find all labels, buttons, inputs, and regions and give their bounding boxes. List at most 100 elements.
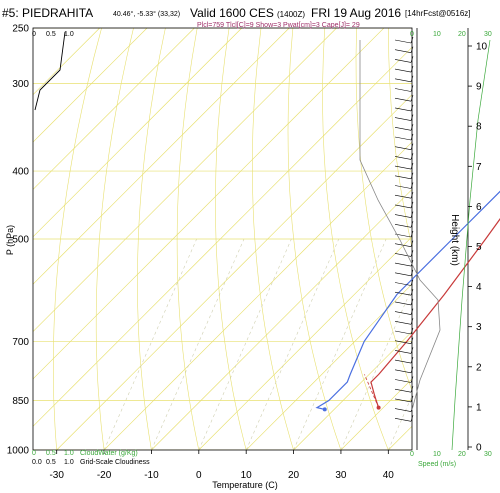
- wind-barb: [394, 379, 412, 383]
- wind-barb-flag: [410, 327, 414, 335]
- wind-barb-flag: [410, 172, 414, 179]
- wind-barb-flag: [410, 66, 414, 73]
- wind-barb-flag: [410, 318, 414, 325]
- height-tick-label: 5: [476, 242, 482, 253]
- wind-barb: [394, 301, 412, 306]
- wind-barb: [394, 156, 412, 160]
- plot-frame: [32, 27, 469, 451]
- wind-barb-flag: [410, 357, 414, 364]
- wind-barb-flag: [410, 260, 414, 267]
- wind-barb-flag: [410, 56, 414, 63]
- p-tick-label: 500: [12, 235, 29, 246]
- wind-barb-flag: [410, 337, 414, 344]
- x-tick-label: -30: [49, 470, 64, 481]
- cloudiness-label: Grid-Scale Cloudiness: [80, 459, 150, 466]
- wind-barb-flag: [410, 415, 414, 422]
- wind-barb-flag: [410, 95, 414, 102]
- temperature-line: [370, 218, 500, 408]
- speed-top-1: 10: [433, 31, 441, 38]
- wind-barb: [394, 146, 412, 150]
- wind-barb-flag: [410, 250, 414, 257]
- height-tick-label: 4: [476, 282, 482, 293]
- height-tick-label: 9: [476, 82, 482, 93]
- height-tick-label: 0: [476, 443, 482, 454]
- dry-adiabat: [388, 28, 412, 249]
- dry-adiabat: [287, 28, 342, 450]
- dry-adiabat: [322, 28, 389, 450]
- mixing-ratio-line: [388, 395, 412, 450]
- mixing-ratio-line: [293, 238, 387, 450]
- wind-barb-flag: [410, 347, 414, 354]
- wind-barb-flag: [410, 230, 414, 238]
- isotherm-line: [245, 283, 412, 450]
- parcel-path: [364, 374, 379, 408]
- p-tick-label: 300: [12, 79, 29, 90]
- x-axis-label: Temperature (C): [212, 480, 278, 490]
- wind-barb-flag: [410, 201, 414, 208]
- wind-barb-flag: [410, 36, 414, 44]
- wind-barb-flag: [410, 289, 414, 296]
- isotherm-line: [33, 28, 148, 143]
- speed-label: Speed (m/s): [418, 461, 456, 468]
- bottom-scale1-2: 1.0: [64, 450, 74, 457]
- wind-barb-flag: [410, 279, 414, 286]
- dewpoint-surface-point: [322, 407, 327, 412]
- wind-barb: [394, 359, 412, 364]
- isotherm-line: [33, 28, 195, 190]
- isotherm-line: [340, 378, 412, 450]
- background-grid: [33, 28, 412, 450]
- height-axis-label: Height (km): [449, 214, 460, 266]
- wind-barb: [394, 68, 412, 73]
- wind-barb: [394, 78, 412, 83]
- wind-barb-flag: [410, 114, 414, 121]
- wind-barb: [394, 97, 412, 102]
- wind-barb-flag: [410, 192, 414, 199]
- wind-barb-flag: [410, 366, 414, 373]
- height-tick-label: 6: [476, 202, 482, 213]
- top-scale-1: 0.5: [46, 31, 56, 38]
- dry-adiabat: [176, 28, 200, 450]
- p-tick-label: 1000: [7, 446, 30, 457]
- y-axis-label: P (hPa): [5, 225, 15, 255]
- x-tick-label: -20: [97, 470, 112, 481]
- p-tick-label: 850: [12, 396, 29, 407]
- speed-bottom-1: 10: [433, 451, 441, 458]
- top-scale-2: 1.0: [64, 31, 74, 38]
- wind-barb: [394, 262, 412, 267]
- wind-barb-flag: [410, 308, 414, 315]
- height-tick-label: 3: [476, 322, 482, 333]
- wind-barb: [394, 49, 412, 53]
- height-tick-label: 1: [476, 402, 482, 413]
- bottom-scale2-0: 0.0: [32, 459, 42, 466]
- speed-bottom-3: 30: [484, 451, 492, 458]
- p-tick-label: 400: [12, 167, 29, 178]
- dry-adiabat: [95, 28, 134, 450]
- mixing-ratio-line: [340, 287, 412, 450]
- wind-barb: [394, 214, 412, 218]
- wind-barb-flag: [410, 75, 414, 82]
- speed-bottom-2: 20: [458, 451, 466, 458]
- wind-barb-flag: [410, 376, 414, 383]
- wind-barb: [394, 282, 412, 286]
- x-tick-label: 10: [241, 470, 253, 481]
- wind-barb: [394, 350, 412, 354]
- tick-layer: -30 -20 -10 0 10 20 30 402503004005007008501000…: [7, 24, 488, 482]
- wind-barb: [394, 418, 412, 422]
- wind-barb-flag: [410, 163, 414, 170]
- wind-barb: [394, 224, 412, 228]
- wind-barb: [394, 272, 412, 277]
- height-tick-label: 7: [476, 162, 482, 173]
- height-tick-label: 10: [476, 42, 488, 53]
- wind-barb: [394, 88, 412, 92]
- dry-adiabat: [215, 28, 247, 450]
- wind-barb: [394, 408, 412, 412]
- wind-barb: [394, 398, 412, 403]
- bottom-scale2-2: 1.0: [64, 459, 74, 466]
- wind-barb: [394, 59, 412, 63]
- dewpoint-line: [315, 190, 500, 410]
- bottom-scale1-0: 0: [32, 450, 36, 457]
- mixing-ratio-line: [151, 238, 245, 450]
- series-layer: [34, 31, 500, 451]
